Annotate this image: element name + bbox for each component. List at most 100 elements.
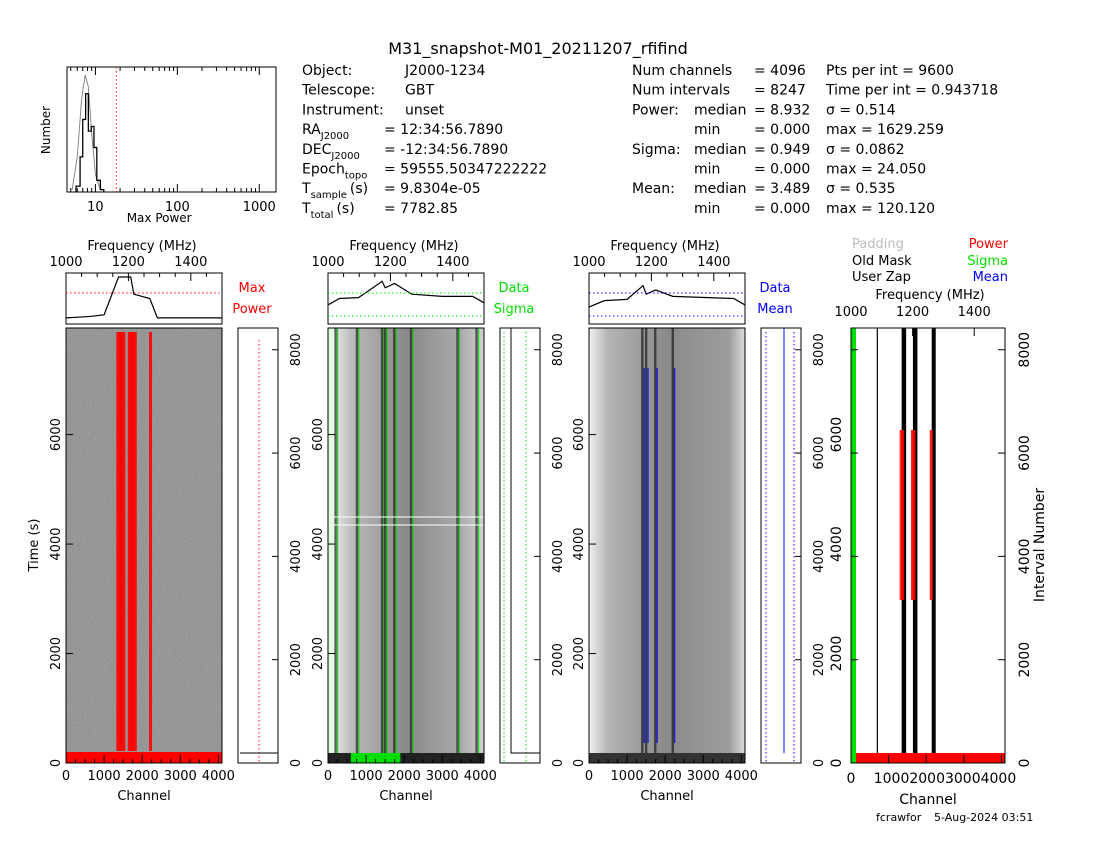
histogram-model-line [71,74,101,190]
stat-extra: σ = 0.0862 [826,142,905,158]
x-tick-label: 0 [62,769,70,784]
time-tick-label: 4000 [572,528,587,561]
zapped-channel [931,328,936,763]
mask-legend-item: Power [969,237,1009,252]
sigma-panel: 0 1000 2000 3000 4000 Channel 1000 1200 1400Freq… [311,239,566,804]
x-axis-label: Max Power [127,211,192,225]
spectrum-legend: Power [232,302,272,317]
y-axis-label: Time (s) [27,519,42,573]
masked-row [66,752,222,763]
interval-tick-label: 2000 [551,643,566,676]
interval-tick-label: 6000 [1017,435,1033,471]
x-tick-label: 1000 [350,769,383,784]
stat-key: median [694,142,746,158]
interval-tick-label: 4000 [551,540,566,573]
mean-flag [647,368,649,743]
obs-value: = 9.8304e-05 [384,181,481,197]
sigma-flag [395,328,397,763]
time-tick-label: 0 [829,759,845,768]
freq-tick-label: 1000 [49,255,82,270]
sigma-masked-row [350,753,401,763]
x-tick-label: 0 [324,769,332,784]
interval-tick-label: 0 [551,759,566,767]
spectrum-legend: Sigma [494,302,535,317]
x-tick-label: 3000 [687,769,720,784]
footer-user: fcrawfor [876,811,922,824]
histogram-frame [66,66,277,193]
time-tick-label: 0 [572,759,587,767]
zapped-channel [903,328,907,763]
padding-mask [851,328,856,763]
power-flag [929,430,933,600]
time-series-frame [237,327,279,764]
interval-tick-label: 8000 [551,333,566,366]
freq-tick-label: 1000 [572,255,605,270]
spectrum-line [327,280,485,306]
obs-label: DECJ2000 [302,142,360,162]
stat-extra: max = 1629.259 [826,122,944,138]
time-tick-label: 4000 [829,526,845,562]
sigma-edge [328,328,334,763]
stat-key: min [694,201,720,217]
statistics-info: Num channels = 4096 Pts per int = 9600 Num … [632,63,998,217]
x-axis-label: Channel [379,789,432,804]
stat-key: median [694,181,746,197]
sigma-band [355,328,359,763]
mean-image [589,328,745,763]
mean-panel: 0 1000 2000 3000 4000 Channel 1000 1200 1400Freq… [572,239,827,804]
x-tick-label: 0 [585,769,593,784]
obs-label: RAJ2000 [302,122,349,142]
x-axis-label: Channel [117,789,170,804]
spectrum-legend: Data [498,281,529,296]
mask-legend-item: Old Mask [852,254,912,269]
x-tick-label: 1000 [88,769,121,784]
x-tick-label: 3000 [426,769,459,784]
mean-band [654,328,657,763]
interval-tick-label: 4000 [812,540,827,573]
time-tick-label: 2000 [49,637,64,670]
freq-axis-label: Frequency (MHz) [610,239,719,254]
power-flag [912,430,916,600]
image-frame [588,327,746,764]
time-tick-label: 2000 [829,636,845,672]
freq-axis-label: Frequency (MHz) [87,239,196,254]
freq-tick-label: 1400 [697,255,730,270]
interval-tick-label: 4000 [1017,539,1033,575]
sigma-flag [458,328,461,763]
x-tick-label: 1000 [611,769,644,784]
obs-value: J2000-1234 [404,63,486,79]
footer-date: 5-Aug-2024 03:51 [934,811,1033,824]
interval-tick-label: 0 [289,759,304,767]
sigma-flag [358,328,360,763]
stat-key: min [694,122,720,138]
mask-frame [850,327,1006,764]
freq-tick-label: 1400 [436,255,469,270]
stat-value: = 8247 [754,83,806,99]
mean-band [641,328,644,763]
interval-tick-label: 6000 [812,437,827,470]
mask-legend-item: User Zap [852,270,911,285]
x-tick-label: 1000 [243,200,276,215]
obs-label: Telescope: [301,83,375,99]
sigma-band [393,328,396,763]
stat-extra: Pts per int = 9600 [826,63,954,79]
stat-group: Num channels [632,63,732,79]
right-axis-label: Interval Number [1032,488,1048,603]
interval-tick-label: 2000 [812,643,827,676]
mean-band [671,328,674,763]
interval-tick-label: 8000 [812,333,827,366]
stat-key: median [694,102,746,118]
stat-extra: max = 24.050 [826,162,926,178]
sigma-image [328,328,484,763]
mask-legend-item: Sigma [967,254,1008,269]
sigma-band [380,328,384,763]
stat-value: = 8.932 [754,102,810,118]
interval-tick-label: 6000 [551,437,566,470]
mask-legend-item: Padding [852,237,904,252]
interval-tick-label: 4000 [289,540,304,573]
mean-bottom-row [589,753,745,763]
obs-label: Epochtopo [302,162,367,182]
time-tick-label: 6000 [49,418,64,451]
stat-extra: σ = 0.514 [826,102,896,118]
mean-flag [643,368,645,743]
